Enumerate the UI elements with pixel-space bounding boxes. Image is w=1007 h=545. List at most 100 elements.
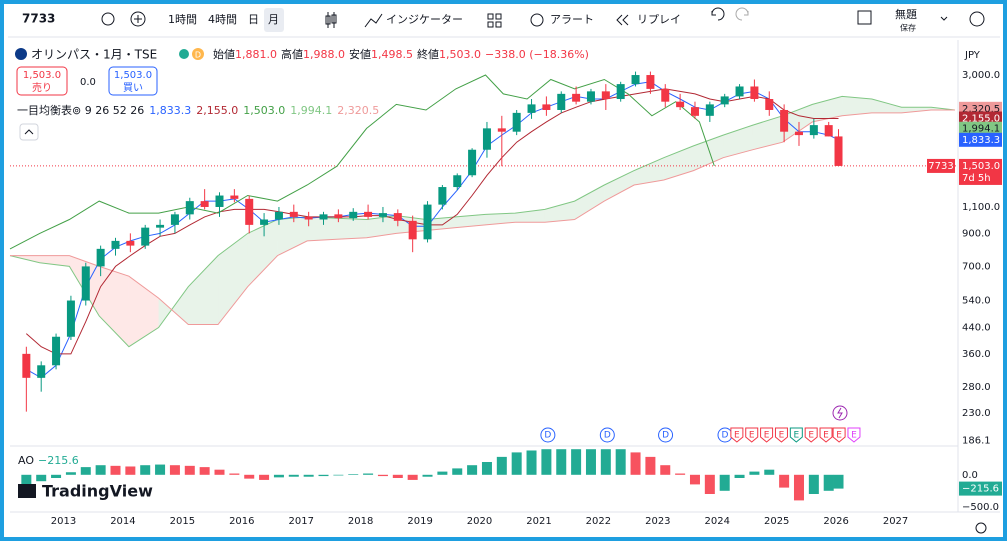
ao-value: −215.6: [38, 454, 79, 467]
candle-body: [200, 201, 209, 207]
event-marker[interactable]: [760, 427, 774, 443]
interval[interactable]: 4時間: [208, 13, 237, 26]
ichimoku-name: 一目均衡表⊚ 9 26 52 26: [17, 103, 144, 117]
cloud-segment: [574, 185, 605, 220]
ohlc-value: 1,988.0: [303, 48, 345, 61]
legend-title: オリンパス・1月・TSE: [31, 48, 157, 62]
x-tick-label: 2027: [883, 516, 908, 527]
candle-body: [586, 91, 595, 102]
symbol[interactable]: 7733: [22, 12, 55, 26]
alert-icon[interactable]: [530, 13, 544, 27]
x-tick-label: 2017: [288, 516, 313, 527]
ao-bar: [793, 474, 804, 501]
candle-body: [601, 91, 610, 100]
compare-icon[interactable]: [101, 12, 115, 26]
event-marker[interactable]: [804, 427, 818, 443]
add-icon[interactable]: [130, 11, 146, 27]
layout-name[interactable]: 無題: [895, 7, 917, 21]
interval[interactable]: 日: [248, 13, 259, 26]
candle-body: [260, 219, 269, 225]
x-tick-label: 2020: [467, 516, 492, 527]
event-marker[interactable]: [745, 427, 759, 443]
cloud-segment: [39, 255, 70, 267]
buy-label[interactable]: 買い: [123, 82, 143, 94]
x-tick-label: 2016: [229, 516, 254, 527]
cloud-segment: [752, 115, 783, 150]
indicator-icon[interactable]: [364, 13, 383, 28]
candle-body: [185, 201, 194, 215]
ohlc-value: 1,498.5: [371, 48, 413, 61]
ao-bar: [333, 474, 344, 476]
event-marker[interactable]: [540, 427, 556, 443]
ao-bar: [779, 474, 790, 488]
collapse-icon: [24, 129, 34, 135]
settings-icon[interactable]: [975, 522, 987, 534]
event-label: E: [734, 431, 740, 441]
candle-body: [274, 211, 283, 220]
indicators-button[interactable]: インジケーター: [386, 13, 463, 26]
chart-type-icon[interactable]: [325, 12, 337, 28]
x-tick-label: 2019: [407, 516, 432, 527]
buy-button[interactable]: [108, 66, 158, 96]
logo: TradingView: [42, 482, 153, 501]
ao-bar: [184, 465, 195, 475]
ao-bar: [541, 449, 552, 475]
candle-body: [794, 131, 803, 136]
candle-body: [52, 336, 61, 366]
sell-price[interactable]: 1,503.0: [23, 70, 61, 81]
event-marker[interactable]: [658, 427, 674, 443]
x-tick-label: 2024: [705, 516, 730, 527]
layout-icon[interactable]: [487, 13, 502, 28]
candle-body: [304, 216, 313, 220]
plot: 3,000.0 1,100.0 900.0 700.0 540.0 440.0 360.0 2…: [9, 40, 1002, 527]
dropdown[interactable]: [940, 16, 948, 21]
ao-bar: [452, 468, 463, 475]
event-marker[interactable]: [819, 427, 833, 443]
x-tick-label: 2022: [586, 516, 611, 527]
undo[interactable]: [711, 7, 725, 21]
delay-flag-text: D: [195, 51, 201, 60]
event-marker[interactable]: [774, 427, 788, 443]
ohlc-value: 1,881.0: [235, 48, 277, 61]
ao-badge-label: −215.6: [962, 484, 999, 495]
ao-bar: [259, 474, 270, 480]
replay-icon[interactable]: [616, 14, 629, 26]
search-icon[interactable]: [969, 11, 985, 27]
ao-bar: [21, 474, 32, 485]
cloud-segment: [247, 219, 278, 287]
sell-label[interactable]: 売り: [32, 81, 52, 94]
interval[interactable]: 1時間: [168, 13, 197, 26]
candle-body: [453, 175, 462, 188]
interval-active: [264, 8, 284, 32]
save-label[interactable]: 保存: [900, 23, 916, 33]
ao-bar: [689, 474, 700, 485]
event-marker[interactable]: [832, 427, 846, 443]
sell-button[interactable]: [16, 66, 68, 96]
ao-bar: [363, 473, 374, 475]
currency[interactable]: JPY: [964, 50, 981, 61]
event-marker[interactable]: [847, 427, 861, 443]
replay-button[interactable]: リプレイ: [637, 13, 681, 26]
ao-bar: [229, 473, 240, 475]
event-marker[interactable]: [789, 427, 803, 443]
ao-bar: [571, 449, 582, 475]
candle-body: [111, 240, 120, 249]
collapse-button[interactable]: [19, 123, 39, 141]
candle-body: [557, 93, 566, 110]
ao-bar: [833, 474, 844, 489]
alert-button[interactable]: アラート: [550, 13, 594, 26]
ao-bar: [303, 474, 314, 477]
redo[interactable]: [735, 7, 749, 21]
event-marker[interactable]: [730, 427, 744, 443]
interval[interactable]: 月: [268, 13, 279, 26]
span-a: [9, 95, 956, 348]
event-marker[interactable]: [599, 427, 615, 443]
y-tick-label: 440.0: [962, 322, 991, 333]
cloud-segment: [842, 96, 872, 116]
layout-box[interactable]: [857, 10, 872, 25]
x-tick-label: 2023: [645, 516, 670, 527]
candle-body: [170, 214, 179, 225]
cloud-segment: [693, 135, 724, 171]
buy-price[interactable]: 1,503.0: [114, 70, 152, 81]
